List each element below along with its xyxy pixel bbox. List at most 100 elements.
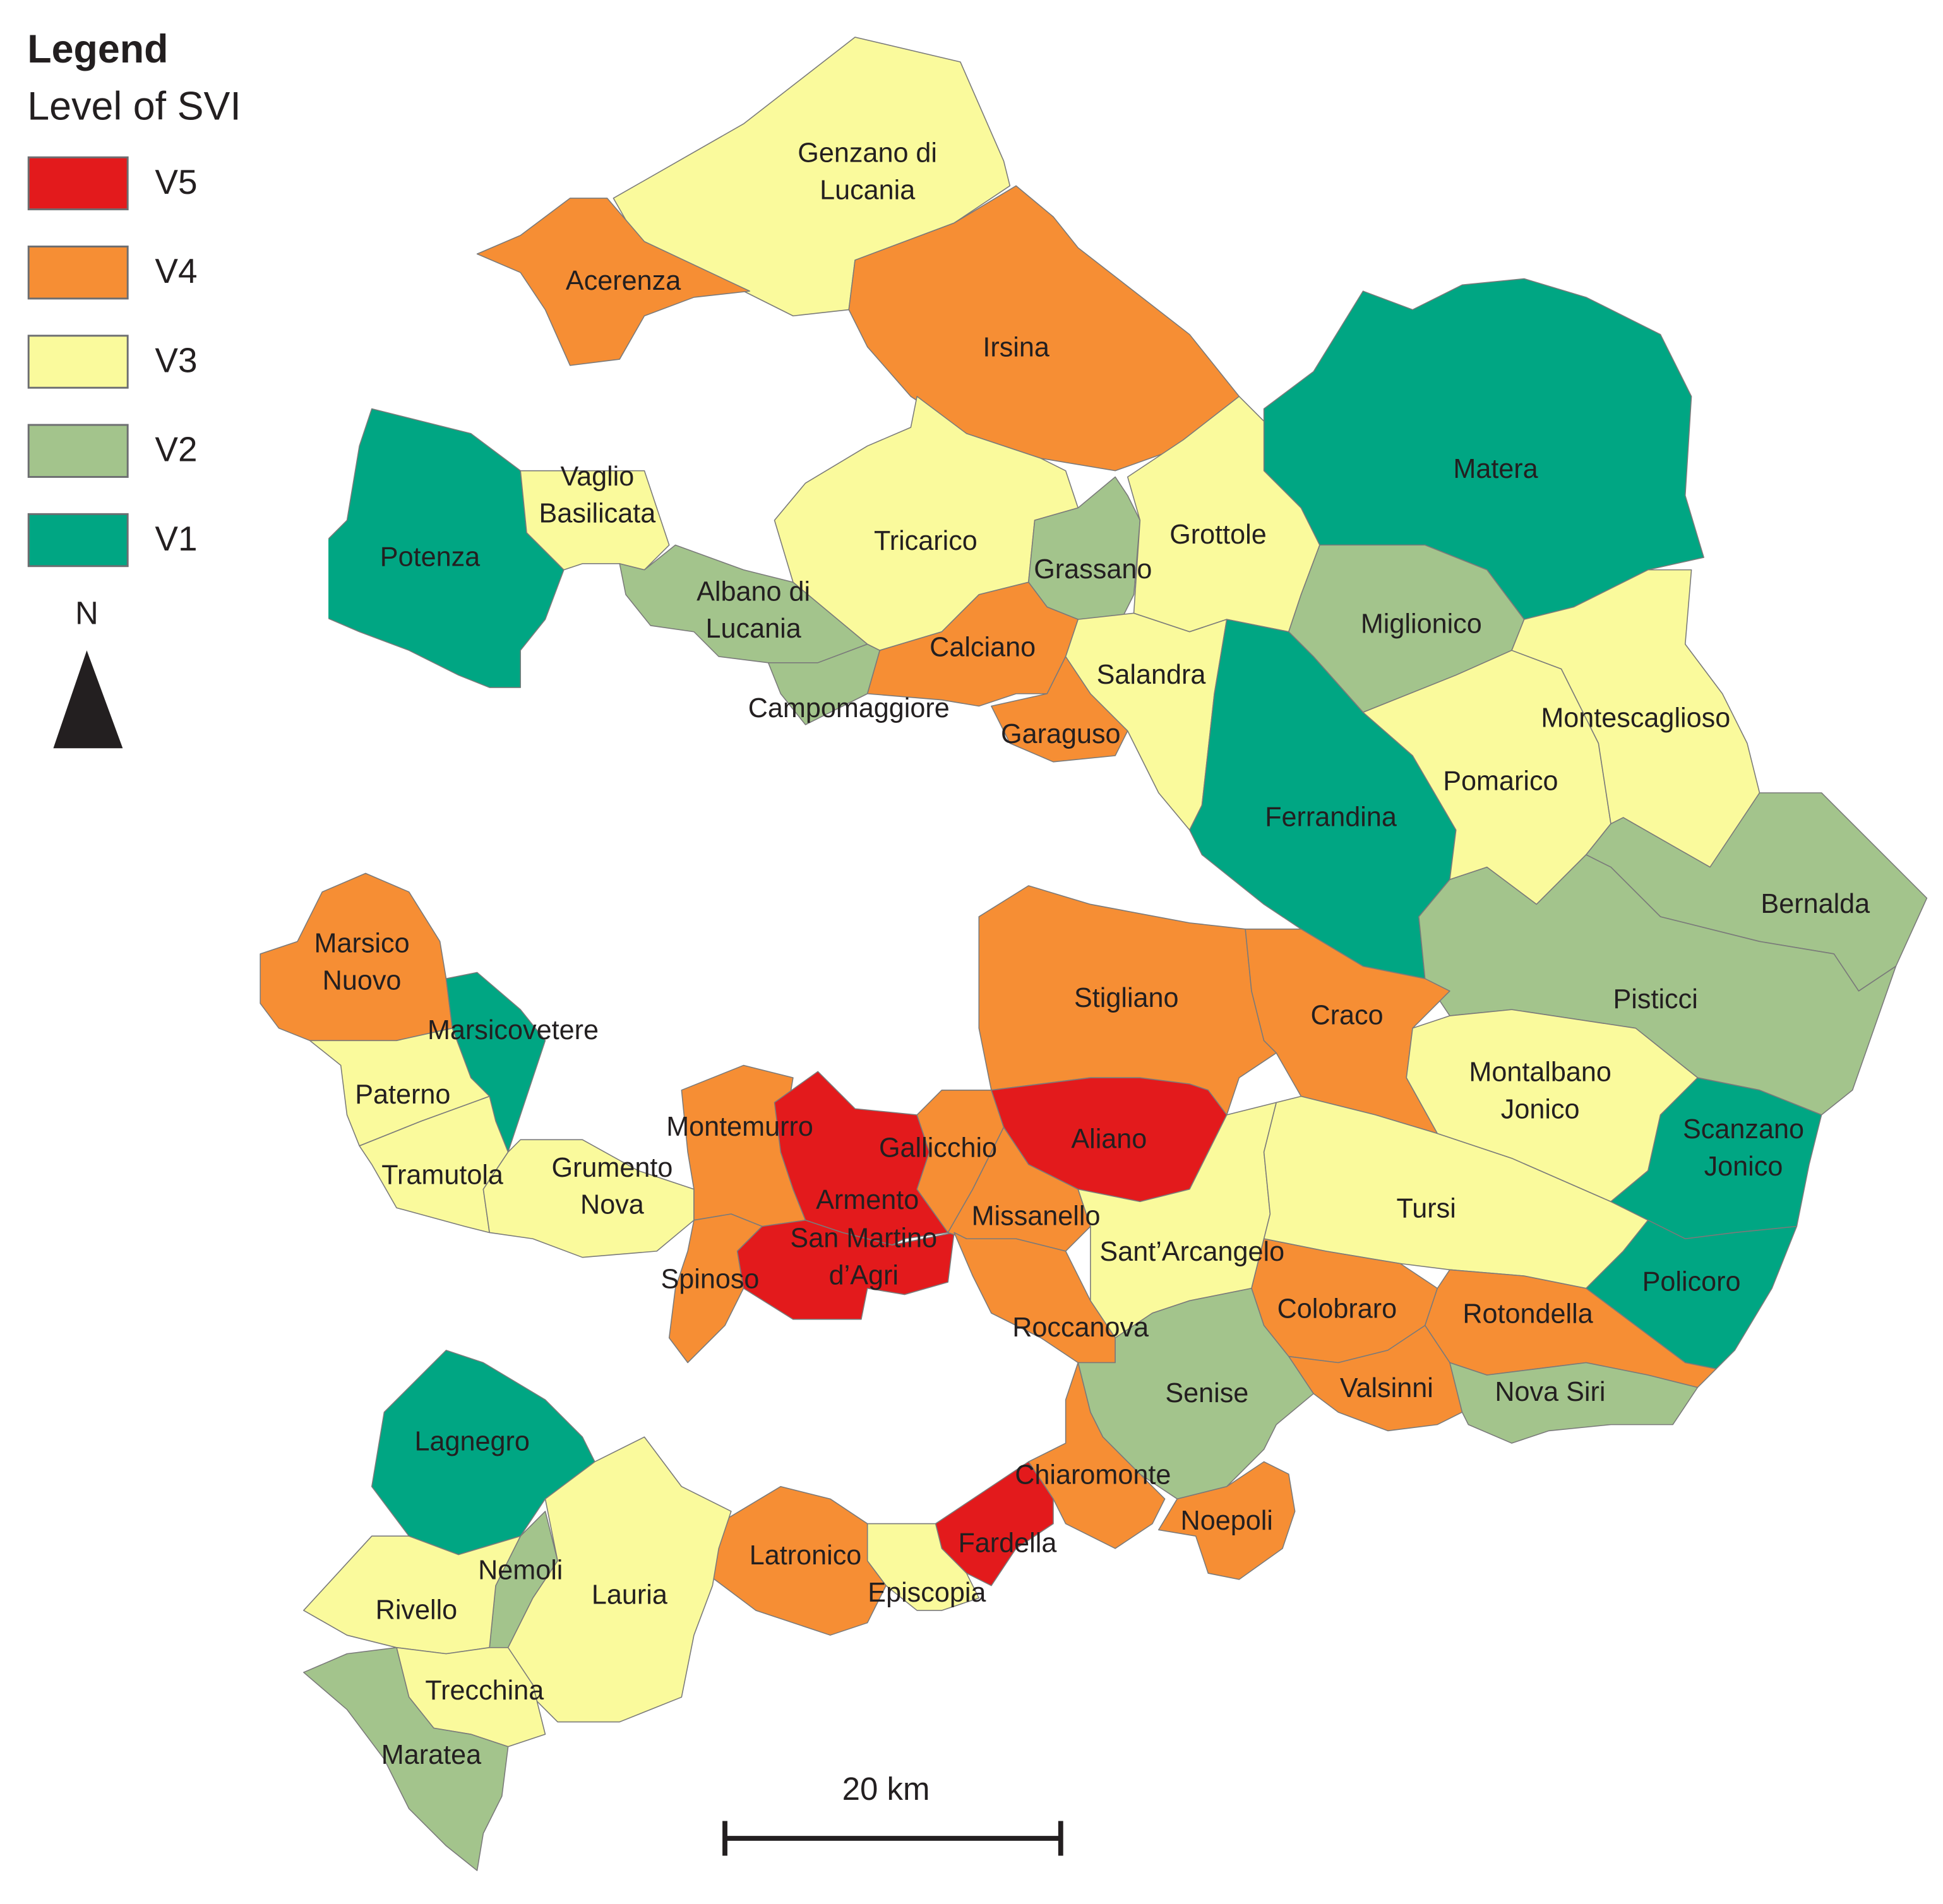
municipality-label: Vaglio [561,461,635,492]
scale-bar: 20 km [722,1771,1063,1856]
municipality-label: Fardella [958,1528,1056,1558]
municipality [1610,1077,1822,1240]
municipality [668,1213,763,1364]
municipality-label: Episcopia [868,1578,986,1608]
municipality-label: Gallicchio [879,1133,997,1163]
municipality-label: Marsico [314,929,410,959]
municipality [1511,569,1761,868]
municipality-label: Lagnegro [415,1426,530,1456]
municipality-label: Jonico [1704,1151,1783,1182]
municipality-label: Nuovo [323,965,402,996]
municipality-label: Tursi [1396,1194,1456,1224]
municipality-label: Nova [580,1190,644,1220]
municipality [303,1535,522,1655]
municipality-label: Tricarico [874,526,977,556]
municipality-label: Stigliano [1074,983,1179,1013]
municipality-label: Scanzano [1683,1114,1804,1145]
municipality [1449,1362,1699,1444]
municipality-label: San Martino [790,1223,937,1254]
municipality-labels: Genzano di Lucania Acerenza Irsina Matera Pot… [314,138,1870,1770]
municipality-label: Salandra [1097,660,1206,690]
municipality-label: Irsina [983,333,1049,363]
municipality-label: Miglionico [1361,609,1482,639]
legend-swatch [27,424,129,478]
legend-label: V4 [155,251,197,290]
municipality-label: Pomarico [1443,766,1558,797]
legend-label: V2 [155,430,197,469]
municipality-label: Armento [816,1185,919,1215]
legend-label: V5 [155,162,197,201]
municipality [1027,1362,1166,1549]
municipality-label: Montescaglioso [1541,703,1730,733]
legend-swatch [27,335,129,389]
municipality-label: Spinoso [661,1264,759,1294]
municipality-label: Senise [1165,1378,1248,1408]
municipality-label: Policoro [1642,1266,1741,1297]
municipality [482,1139,695,1258]
scale-label: 20 km [842,1771,930,1807]
municipality-label: Colobraro [1277,1294,1397,1324]
legend-swatch [27,513,129,568]
municipality-label: Tramutola [381,1160,503,1191]
municipality-label: Montemurro [666,1112,813,1142]
municipality-label: Matera [1453,454,1538,484]
municipality-label: Roccanova [1012,1312,1149,1343]
legend-background [12,12,329,830]
municipality-label: Sant’Arcangelo [1099,1237,1284,1267]
legend-label: V3 [155,340,197,379]
municipality-label: Valsinni [1340,1373,1433,1403]
municipality-label: Bernalda [1761,889,1870,919]
legend-label: V1 [155,519,197,558]
municipality [476,198,751,366]
municipality-label: Calciano [930,633,1036,663]
municipality-label: Craco [1311,1000,1384,1030]
municipality-label: Latronico [750,1540,862,1571]
north-label: N [75,595,99,631]
municipality-label: Aliano [1071,1124,1147,1155]
municipality-label: Potenza [380,542,480,572]
municipality-label: Albano di [696,576,810,607]
municipality [507,1436,732,1723]
municipality-label: Rotondella [1462,1299,1593,1329]
municipality-label: Grottole [1169,520,1267,550]
municipality [705,1485,887,1636]
municipality-label: Lucania [820,176,915,206]
legend-subtitle: Level of SVI [27,84,241,128]
municipality [736,1220,955,1320]
municipality-label: Trecchina [425,1675,544,1706]
municipality [303,408,565,688]
municipality-label: Grumento [551,1153,673,1183]
municipality-label: Marsicovetere [427,1015,599,1045]
municipality-label: Paterno [355,1080,450,1110]
municipality-label: Noepoli [1181,1506,1273,1536]
legend-swatch [27,246,129,300]
municipalities [260,37,1928,1871]
municipality [1158,1461,1296,1580]
north-arrow [53,650,123,749]
municipality-label: Pisticci [1613,984,1698,1014]
municipality-label: Lauria [592,1580,667,1610]
municipality-label: Genzano di [798,138,937,169]
municipality-label: Nemoli [478,1556,563,1586]
municipality-label: Rivello [376,1595,458,1625]
legend-title: Legend [27,27,168,71]
legend-swatch [27,156,129,211]
municipality-label: Maratea [381,1740,481,1770]
municipality-label: Montalbano [1469,1057,1611,1088]
municipality-label: Ferrandina [1265,802,1397,832]
municipality-label: Basilicata [539,499,656,529]
municipality-label: Chiaromonte [1015,1460,1171,1490]
municipality [303,1647,509,1871]
municipality-label: Jonico [1501,1095,1580,1125]
legend: Legend Level of SVI N V5 V4 V3 V2 V1 [12,12,329,830]
municipality-label: Grassano [1034,554,1152,585]
municipality-label: Acerenza [566,266,681,296]
municipality-label: Campomaggiore [748,693,950,723]
municipality-label: Missanello [972,1201,1101,1231]
municipality-label: Lucania [706,614,801,644]
municipality-label: d’Agri [829,1261,899,1291]
municipality-label: Nova Siri [1495,1377,1605,1407]
municipality-label: Garaguso [1001,719,1121,749]
